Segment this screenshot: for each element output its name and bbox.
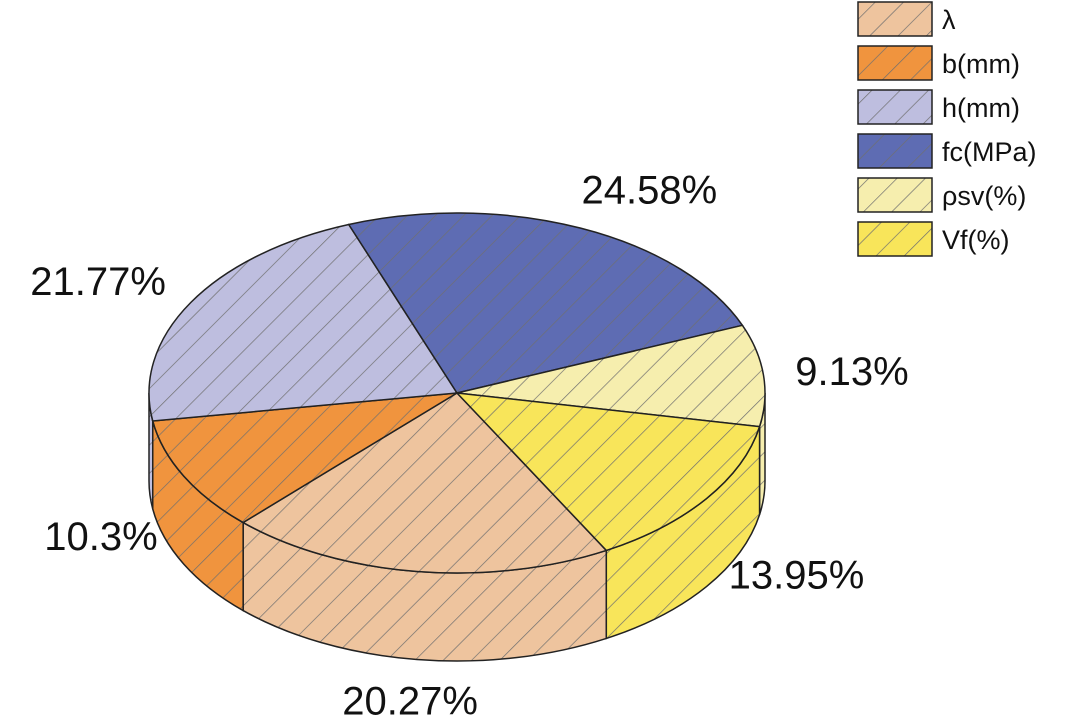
legend-item-vf: Vf(%) <box>857 221 1010 257</box>
pie-slice-b-mm-hatch <box>151 392 458 524</box>
pct-label-h-mm: 21.77% <box>30 260 166 304</box>
pct-label-vf: 13.95% <box>729 554 865 598</box>
legend-item-sv: ρsv(%) <box>857 177 1026 213</box>
legend-label: fc(MPa) <box>942 137 1037 167</box>
legend-item-h-mm: h(mm) <box>857 89 1020 125</box>
legend-item-b-mm: b(mm) <box>857 45 1020 81</box>
pie-percentage-labels: 20.27% 10.3% 21.77% 24.58% 9.13% 13.95% <box>30 169 908 720</box>
legend-swatch-hatch <box>857 1 933 37</box>
legend-label: λ <box>942 5 956 35</box>
pie-top-faces <box>148 212 766 574</box>
pie-slice--hatch <box>241 392 608 574</box>
pie-slice-vf-hatch <box>455 392 761 552</box>
pct-label-: 20.27% <box>342 679 478 720</box>
pct-label-sv: 9.13% <box>795 350 908 394</box>
legend-swatch-hatch <box>857 45 933 81</box>
legend-swatch-hatch <box>857 221 933 257</box>
legend-item-fc-mpa: fc(MPa) <box>857 133 1037 169</box>
legend-item-: λ <box>857 1 956 37</box>
legend-swatch-hatch <box>857 177 933 213</box>
legend-label: ρsv(%) <box>942 181 1026 211</box>
legend-swatch-hatch <box>857 133 933 169</box>
pct-label-b-mm: 10.3% <box>44 515 157 559</box>
legend-label: h(mm) <box>942 93 1020 123</box>
legend-swatch-hatch <box>857 89 933 125</box>
legend-label: Vf(%) <box>942 225 1010 255</box>
legend-label: b(mm) <box>942 49 1020 79</box>
legend: λ b(mm) h(mm) fc(MPa) ρsv(%) Vf(%) <box>857 1 1037 257</box>
pct-label-fc-mpa: 24.58% <box>582 169 718 213</box>
